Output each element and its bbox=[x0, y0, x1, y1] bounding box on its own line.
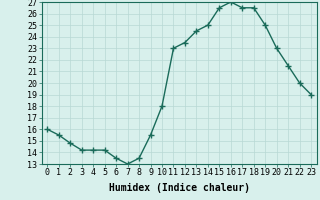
X-axis label: Humidex (Indice chaleur): Humidex (Indice chaleur) bbox=[109, 183, 250, 193]
